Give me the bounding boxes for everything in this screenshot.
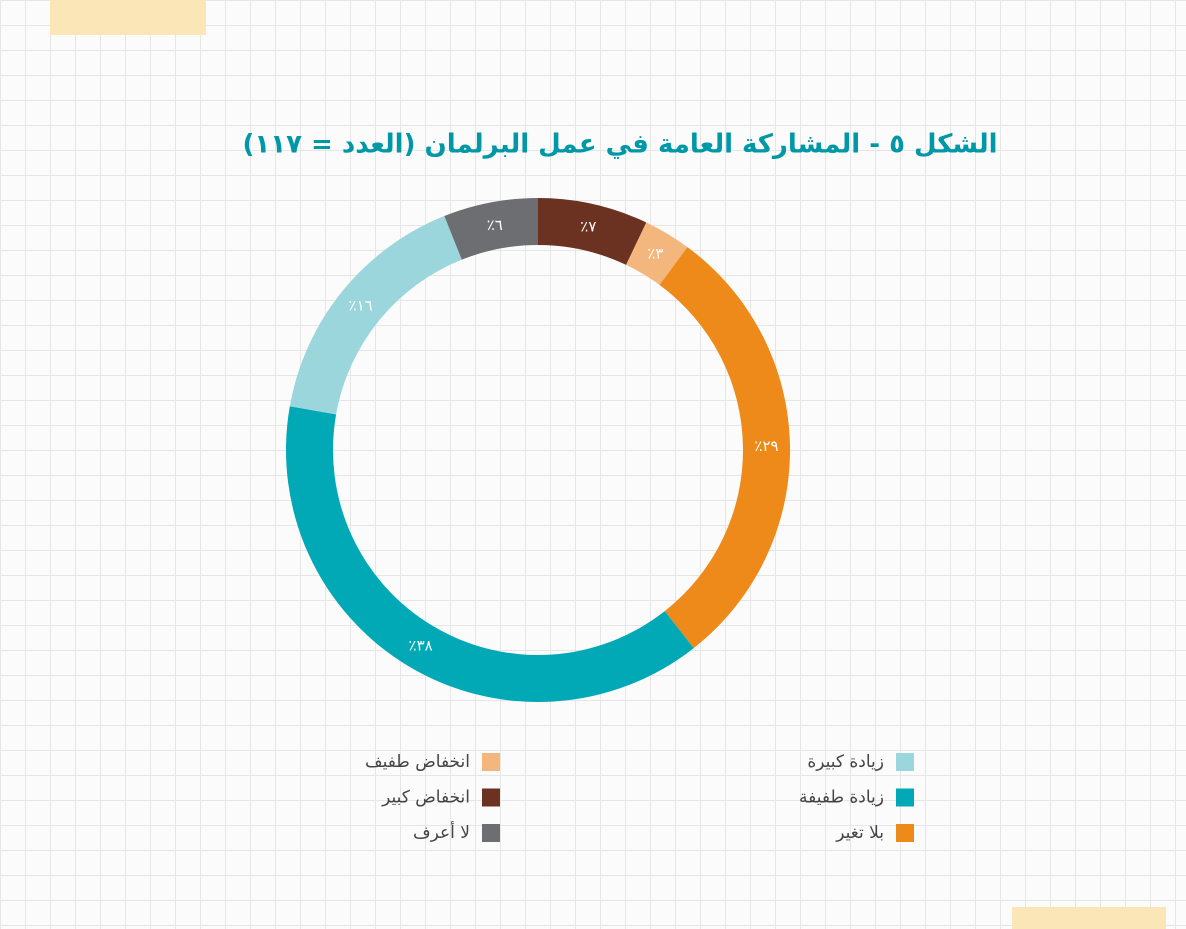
tape [50, 0, 206, 35]
donut-segment [289, 216, 462, 415]
data-label: ٪١٦ [349, 296, 373, 314]
chart-title: الشكل ٥ - المشاركة العامة في عمل البرلما… [242, 130, 997, 160]
legend-label: انخفاض كبير [381, 788, 470, 808]
data-label: ٪٣ [647, 244, 663, 262]
legend-label: بلا تغير [835, 823, 884, 843]
legend-swatch [482, 824, 500, 842]
legend-label: زيادة كبيرة [807, 752, 884, 772]
donut-segment [538, 198, 647, 265]
legend-swatch [896, 824, 914, 842]
legend-label: انخفاض طفيف [365, 752, 470, 772]
data-label: ٪٢٩ [754, 437, 778, 455]
data-label: ٪٦ [487, 216, 503, 234]
legend-swatch [896, 753, 914, 771]
data-label: ٪٣٨ [409, 637, 433, 655]
donut-segment [444, 198, 538, 260]
legend-label: زيادة طفيفة [799, 788, 884, 808]
legend-swatch [896, 788, 914, 807]
tape [1012, 907, 1166, 929]
legend-swatch [482, 788, 500, 807]
data-label: ٪٧ [580, 218, 596, 236]
donut-segment [659, 247, 791, 649]
donut-segment [286, 406, 694, 703]
legend-swatch [482, 753, 500, 771]
legend-label: لا أعرف [413, 821, 470, 843]
donut-segment [626, 222, 688, 285]
